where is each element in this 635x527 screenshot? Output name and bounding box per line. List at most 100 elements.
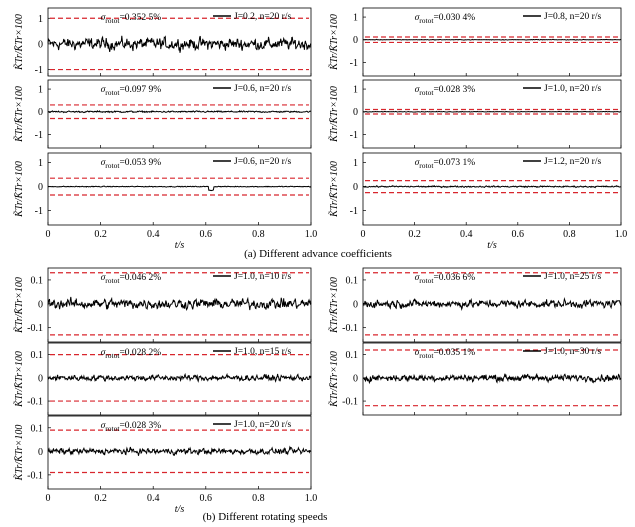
x-tick-label: 0.6 <box>512 229 525 240</box>
panel-6: -1 0 1 0 0.2 0.4 0.6 0.8 1.0 t/s K̃Tr/K̄Tr×100 σrot… <box>327 152 628 251</box>
y-axis-label: K̃Tr/K̄Tr×100 <box>327 277 340 334</box>
y-tick-label: 0.1 <box>31 350 44 361</box>
y-tick-label: 0 <box>353 373 358 384</box>
x-tick-label: 1.0 <box>615 229 628 240</box>
panel-9: -0.1 0 0.1 0 0.2 0.4 0.6 0.8 1.0 t/s K̃Tr/K̄Tr×100… <box>12 415 318 515</box>
y-tick-label: 0 <box>38 299 43 310</box>
x-axis-label: t/s <box>487 240 497 251</box>
y-tick-label: 0.1 <box>346 350 359 361</box>
x-tick-label: 0.8 <box>563 229 576 240</box>
legend-label: J=1.0, n=10 r/s <box>234 272 291 282</box>
x-axis-label: t/s <box>175 504 185 515</box>
sigma-label: σrotot=0.028 3% <box>415 85 476 97</box>
panel-5: -1 0 1 K̃Tr/K̄Tr×100 σrotot=0.028 3% J=1.0, n… <box>327 79 622 149</box>
y-tick-label: 0.1 <box>31 423 44 434</box>
y-tick-label: 0 <box>38 107 43 118</box>
y-tick-label: -1 <box>35 65 43 76</box>
panel-2: -1 0 1 K̃Tr/K̄Tr×100 σrotot=0.097 9% J=0.6, n… <box>12 79 312 149</box>
y-axis-label: K̃Tr/K̄Tr×100 <box>327 86 340 143</box>
y-axis-label: K̃Tr/K̄Tr×100 <box>12 277 25 334</box>
y-tick-label: -0.1 <box>342 323 358 334</box>
y-tick-label: 0 <box>353 299 358 310</box>
sigma-label: σrotot=0.097 9% <box>101 85 162 97</box>
series-line <box>363 38 622 41</box>
y-tick-label: -0.1 <box>27 323 43 334</box>
series-line <box>47 35 312 53</box>
y-tick-label: 1 <box>38 85 43 96</box>
plot-frame <box>47 152 312 226</box>
x-axis-label: t/s <box>175 240 185 251</box>
sigma-label: σrotot=0.053 9% <box>101 158 162 170</box>
y-tick-label: 0 <box>38 447 43 458</box>
sigma-label: σrotot=0.073 1% <box>415 158 476 170</box>
y-axis-label: K̃Tr/K̄Tr×100 <box>12 351 25 408</box>
sigma-label: σrotot=0.030 4% <box>415 13 476 25</box>
x-tick-label: 1.0 <box>305 229 318 240</box>
x-tick-label: 0.4 <box>460 229 473 240</box>
y-tick-label: 0 <box>38 373 43 384</box>
panel-10: -0.1 0 0.1 K̃Tr/K̄Tr×100 σrotot=0.036 6% J=1.… <box>327 267 622 343</box>
sigma-label: σrotot=0.035 1% <box>415 348 476 360</box>
panel-7: -0.1 0 0.1 K̃Tr/K̄Tr×100 σrotot=0.046 2% J=1.… <box>12 267 312 343</box>
plot-frame <box>362 7 622 77</box>
y-axis-label: K̃Tr/K̄Tr×100 <box>327 14 340 71</box>
y-tick-label: 0 <box>38 182 43 193</box>
plot-frame <box>362 152 622 226</box>
x-tick-label: 1.0 <box>305 493 318 504</box>
legend-label: J=0.2, n=20 r/s <box>234 12 291 22</box>
x-tick-label: 0.6 <box>200 493 213 504</box>
series-line <box>363 110 622 113</box>
x-tick-label: 0.4 <box>147 493 160 504</box>
legend-label: J=1.2, n=20 r/s <box>544 157 601 167</box>
legend-label: J=1.0, n=20 r/s <box>234 420 291 430</box>
y-tick-label: 0 <box>353 182 358 193</box>
y-tick-label: 0.1 <box>346 275 359 286</box>
legend-label: J=1.0, n=30 r/s <box>544 347 601 357</box>
y-axis-label: K̃Tr/K̄Tr×100 <box>327 161 340 218</box>
y-axis-label: K̃Tr/K̄Tr×100 <box>12 86 25 143</box>
y-axis-label: K̃Tr/K̄Tr×100 <box>12 425 25 482</box>
y-axis-label: K̃Tr/K̄Tr×100 <box>12 161 25 218</box>
y-tick-label: 1 <box>353 85 358 96</box>
series-line <box>362 297 622 311</box>
legend-label: J=0.6, n=20 r/s <box>234 157 291 167</box>
panel-11: -0.1 0 0.1 K̃Tr/K̄Tr×100 σrotot=0.035 1% J=1.… <box>327 342 622 416</box>
y-tick-label: -1 <box>350 206 358 217</box>
caption-b: (b) Different rotating speeds <box>203 511 328 523</box>
sigma-label: σrotot=0.036 6% <box>415 273 476 285</box>
y-tick-label: -0.1 <box>342 397 358 408</box>
series-line <box>47 185 312 192</box>
x-tick-label: 0.2 <box>408 229 421 240</box>
y-tick-label: -0.1 <box>27 470 43 481</box>
y-tick-label: -1 <box>35 130 43 141</box>
x-tick-label: 0 <box>46 229 51 240</box>
caption-a: (a) Different advance coefficients <box>244 248 392 260</box>
x-tick-label: 0.6 <box>200 229 213 240</box>
x-tick-label: 0.4 <box>147 229 160 240</box>
legend-label: J=1.0, n=15 r/s <box>234 347 291 357</box>
x-tick-label: 0.8 <box>252 229 265 240</box>
y-tick-label: 0.1 <box>31 275 44 286</box>
plot-frame <box>47 79 312 149</box>
y-tick-label: -0.1 <box>27 397 43 408</box>
series-line <box>362 372 622 385</box>
legend-label: J=0.6, n=20 r/s <box>234 84 291 94</box>
series-line <box>47 109 312 114</box>
panel-8: -0.1 0 0.1 K̃Tr/K̄Tr×100 σrotot=0.028 2% J=1.… <box>12 342 312 416</box>
series-line <box>362 184 622 189</box>
y-tick-label: -1 <box>35 206 43 217</box>
y-axis-label: K̃Tr/K̄Tr×100 <box>327 351 340 408</box>
plot-frame <box>47 342 312 416</box>
x-tick-label: 0 <box>46 493 51 504</box>
y-tick-label: 1 <box>38 158 43 169</box>
x-tick-label: 0.2 <box>94 229 107 240</box>
legend-label: J=1.0, n=25 r/s <box>544 272 601 282</box>
x-tick-label: 0.2 <box>94 493 107 504</box>
y-tick-label: -1 <box>350 130 358 141</box>
y-axis-label: K̃Tr/K̄Tr×100 <box>12 14 25 71</box>
panel-3: -1 0 1 0 0.2 0.4 0.6 0.8 1.0 t/s K̃Tr/K̄Tr×100 σrot… <box>12 152 318 251</box>
legend-label: J=0.8, n=20 r/s <box>544 12 601 22</box>
y-tick-label: 0 <box>353 107 358 118</box>
series-line <box>47 296 312 311</box>
